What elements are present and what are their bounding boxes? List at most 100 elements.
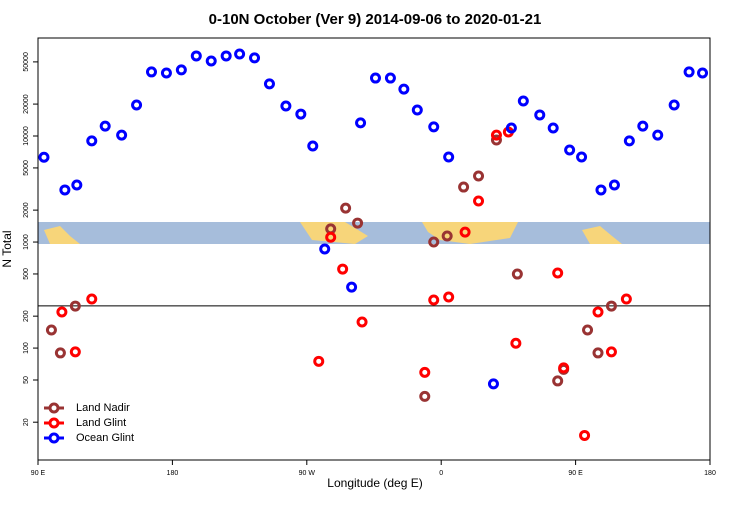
y-tick-label: 200 bbox=[23, 310, 30, 322]
point bbox=[487, 378, 499, 390]
point bbox=[99, 120, 111, 132]
point bbox=[69, 346, 81, 358]
y-tick-label: 20000 bbox=[23, 94, 30, 114]
point bbox=[473, 195, 485, 207]
point bbox=[307, 140, 319, 152]
point bbox=[419, 390, 431, 402]
point bbox=[605, 300, 617, 312]
point bbox=[582, 324, 594, 336]
point bbox=[369, 72, 381, 84]
point bbox=[337, 263, 349, 275]
y-tick-label: 50000 bbox=[23, 52, 30, 72]
y-tick-label: 1000 bbox=[23, 234, 30, 250]
point bbox=[443, 291, 455, 303]
chart-title: 0-10N October (Ver 9) 2014-09-06 to 2020… bbox=[209, 11, 542, 28]
point bbox=[490, 129, 502, 141]
point bbox=[459, 226, 471, 238]
y-tick-label: 100 bbox=[23, 342, 30, 354]
x-tick-label: 0 bbox=[439, 470, 443, 477]
point bbox=[131, 99, 143, 111]
land bbox=[582, 226, 622, 244]
point bbox=[595, 184, 607, 196]
point bbox=[280, 100, 292, 112]
point bbox=[352, 217, 364, 229]
legend-marker bbox=[48, 402, 60, 414]
point bbox=[683, 66, 695, 78]
point bbox=[325, 231, 337, 243]
y-tick-label: 500 bbox=[23, 268, 30, 280]
point bbox=[490, 134, 502, 146]
point bbox=[534, 109, 546, 121]
point bbox=[295, 108, 307, 120]
point bbox=[86, 293, 98, 305]
point bbox=[145, 66, 157, 78]
point bbox=[564, 144, 576, 156]
x-tick-label: 90 E bbox=[31, 470, 46, 477]
point bbox=[517, 95, 529, 107]
point bbox=[56, 306, 68, 318]
point bbox=[511, 268, 523, 280]
point bbox=[592, 306, 604, 318]
point bbox=[160, 67, 172, 79]
point bbox=[398, 83, 410, 95]
point bbox=[263, 78, 275, 90]
point bbox=[175, 64, 187, 76]
point bbox=[411, 104, 423, 116]
point bbox=[458, 181, 470, 193]
point bbox=[637, 120, 649, 132]
land bbox=[44, 226, 80, 244]
point bbox=[59, 184, 71, 196]
point bbox=[652, 129, 664, 141]
point bbox=[38, 151, 50, 163]
point bbox=[54, 347, 66, 359]
y-tick-label: 2000 bbox=[23, 202, 30, 218]
point bbox=[319, 243, 331, 255]
legend-label: Land Glint bbox=[76, 417, 126, 429]
point bbox=[576, 151, 588, 163]
point bbox=[605, 346, 617, 358]
point bbox=[697, 67, 709, 79]
point bbox=[220, 50, 232, 62]
point bbox=[441, 230, 453, 242]
point bbox=[443, 151, 455, 163]
point bbox=[313, 355, 325, 367]
point bbox=[71, 179, 83, 191]
point bbox=[505, 122, 517, 134]
point bbox=[116, 129, 128, 141]
point bbox=[428, 121, 440, 133]
x-axis-label: Longitude (deg E) bbox=[327, 476, 422, 490]
point bbox=[340, 202, 352, 214]
point bbox=[552, 267, 564, 279]
point bbox=[473, 170, 485, 182]
point bbox=[608, 179, 620, 191]
y-tick-label: 50 bbox=[23, 376, 30, 384]
point bbox=[620, 293, 632, 305]
ocean-band bbox=[38, 222, 710, 244]
y-tick-label: 20 bbox=[23, 418, 30, 426]
point bbox=[668, 99, 680, 111]
plot-frame bbox=[37, 37, 711, 461]
legend-label: Ocean Glint bbox=[76, 432, 134, 444]
point bbox=[45, 324, 57, 336]
point bbox=[86, 135, 98, 147]
y-tick-label: 10000 bbox=[23, 126, 30, 146]
point bbox=[579, 429, 591, 441]
point bbox=[547, 122, 559, 134]
x-tick-label: 180 bbox=[704, 470, 716, 477]
x-tick-label: 180 bbox=[167, 470, 179, 477]
point bbox=[428, 236, 440, 248]
legend-label: Land Nadir bbox=[76, 402, 130, 414]
point bbox=[355, 117, 367, 129]
x-tick-label: 90 E bbox=[568, 470, 583, 477]
point bbox=[69, 300, 81, 312]
point bbox=[234, 48, 246, 60]
point bbox=[249, 52, 261, 64]
point bbox=[510, 337, 522, 349]
point bbox=[558, 362, 570, 374]
map-strip bbox=[38, 222, 710, 244]
point bbox=[623, 135, 635, 147]
point bbox=[552, 375, 564, 387]
y-axis-label: N Total bbox=[0, 230, 14, 267]
